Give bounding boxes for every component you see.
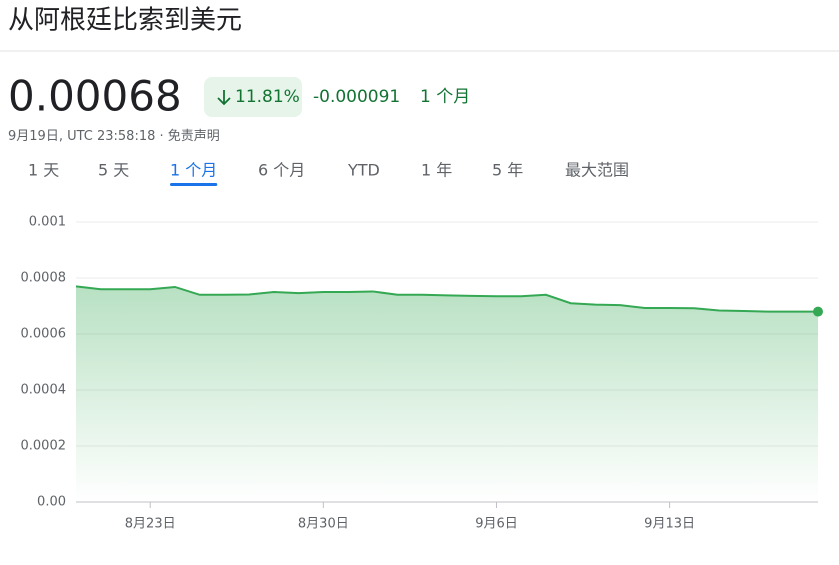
tab[interactable]: 1 天	[28, 161, 59, 180]
y-tick-label: 0.0004	[21, 383, 67, 398]
tab[interactable]: 最大范围	[565, 161, 629, 180]
area	[76, 286, 818, 502]
period: 1 个月	[420, 87, 470, 107]
y-tick-label: 0.001	[29, 215, 66, 230]
tab[interactable]: 6 个月	[258, 161, 305, 180]
tab[interactable]: 5 天	[98, 161, 129, 180]
disclaimer[interactable]: 免责声明	[168, 129, 220, 144]
page-title: 从阿根廷比索到美元	[8, 6, 242, 36]
timestamp-text: 9月19日, UTC 23:58:18	[8, 129, 155, 144]
x-tick-label: 8月30日	[298, 517, 349, 532]
tab[interactable]: 1 年	[421, 161, 452, 180]
y-tick-label: 0.0006	[21, 327, 67, 342]
y-tick-label: 0.00	[37, 495, 66, 510]
tab-underline	[170, 183, 218, 186]
change-badge	[204, 77, 302, 117]
change-percent: 11.81%	[235, 87, 300, 107]
tabs: 1 天 5 天 1 个月 6 个月 YTD 1 年 5 年 最大范围	[28, 161, 629, 186]
x-tick-label: 9月13日	[644, 517, 695, 532]
x-tick-label: 9月6日	[475, 517, 518, 532]
line	[75, 285, 818, 313]
tab[interactable]: YTD	[347, 161, 380, 180]
y-tick-label: 0.0008	[21, 271, 67, 286]
end-point	[813, 306, 823, 317]
x-tick-label: 8月23日	[125, 517, 176, 532]
price: 0.00068	[8, 72, 182, 121]
change-abs: -0.000091	[313, 87, 400, 107]
down-arrow	[217, 90, 231, 106]
y-tick-label: 0.0002	[21, 439, 67, 454]
tab[interactable]: 5 年	[492, 161, 523, 180]
separator: ·	[160, 129, 164, 144]
tab[interactable]: 1 个月	[170, 161, 217, 180]
chart: 0.00 0.0002 0.0004 0.0006 0.0008 0.001 8月23日 8月…	[21, 215, 823, 532]
timestamp: 9月19日, UTC 23:58:18 · 免责声明	[8, 129, 220, 144]
